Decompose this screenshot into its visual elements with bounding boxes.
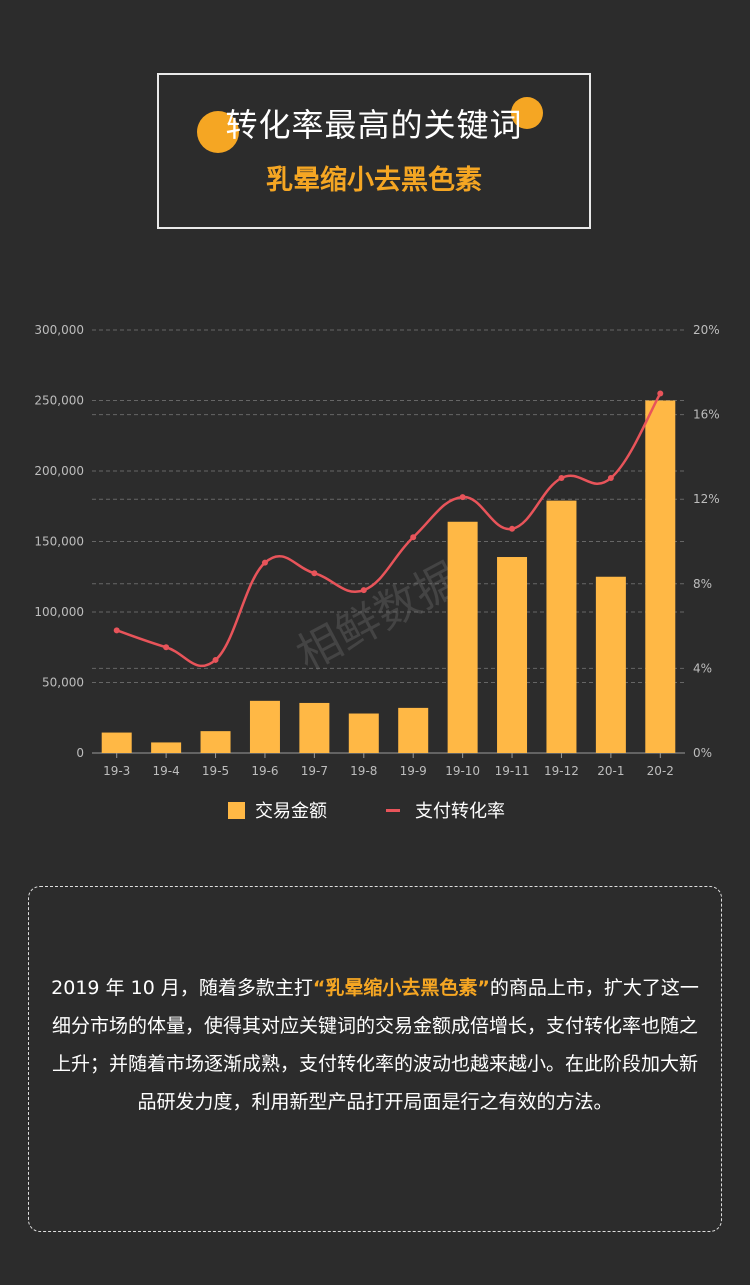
y-right-tick-label: 12% <box>693 492 720 506</box>
legend-swatch-line <box>386 808 400 812</box>
x-tick-label: 19-12 <box>544 764 579 778</box>
y-left-tick-label: 300,000 <box>34 323 84 337</box>
y-right-tick-label: 20% <box>693 323 720 337</box>
y-right-tick-label: 16% <box>693 408 720 422</box>
bar <box>398 707 429 753</box>
rate-point <box>261 559 268 566</box>
description-box: 2019 年 10 月，随着多款主打“乳晕缩小去黑色素”的商品上市，扩大了这一细… <box>28 886 722 1232</box>
chart-legend: 交易金额 支付转化率 <box>0 795 750 825</box>
combo-chart: 相鲜数据050,000100,000150,000200,000250,0003… <box>34 323 720 778</box>
description-text: 2019 年 10 月，随着多款主打“乳晕缩小去黑色素”的商品上市，扩大了这一细… <box>51 969 699 1121</box>
bar <box>151 742 182 753</box>
y-left-tick-label: 0 <box>76 746 84 760</box>
legend-swatch-bar <box>228 801 245 819</box>
x-tick-label: 19-10 <box>445 764 480 778</box>
x-tick-label: 19-3 <box>103 764 130 778</box>
legend-item-amount[interactable]: 交易金额 <box>228 795 327 825</box>
rate-point <box>558 475 565 482</box>
description-after: 的商品上市，扩大了这一细分市场的体量，使得其对应关键词的交易金额成倍增长，支付转… <box>51 977 699 1113</box>
rate-point <box>163 644 170 651</box>
legend-item-rate[interactable]: 支付转化率 <box>386 795 505 825</box>
rate-point <box>459 494 466 501</box>
x-tick-label: 20-1 <box>597 764 624 778</box>
y-right-tick-label: 0% <box>693 746 712 760</box>
rate-point <box>113 627 120 634</box>
y-right-tick-label: 4% <box>693 661 712 675</box>
page-title: 转化率最高的关键词 <box>225 106 523 144</box>
x-tick-label: 19-6 <box>251 764 278 778</box>
y-left-tick-label: 100,000 <box>34 605 84 619</box>
y-left-tick-label: 250,000 <box>34 394 84 408</box>
bar <box>249 700 280 753</box>
description-before: 2019 年 10 月，随着多款主打 <box>51 977 313 999</box>
decorative-dot-left <box>197 111 239 153</box>
bar <box>348 713 379 753</box>
keyword-title: 乳晕缩小去黑色素 <box>266 165 482 196</box>
bar <box>299 702 330 753</box>
title-box: 转化率最高的关键词 乳晕缩小去黑色素 <box>157 73 591 229</box>
y-left-tick-label: 200,000 <box>34 464 84 478</box>
bar <box>595 576 626 753</box>
x-tick-label: 19-7 <box>301 764 328 778</box>
rate-point <box>212 656 219 663</box>
bar <box>645 400 676 753</box>
x-tick-label: 19-11 <box>495 764 530 778</box>
x-tick-label: 19-9 <box>400 764 427 778</box>
bar <box>200 731 231 753</box>
rate-point <box>607 475 614 482</box>
x-tick-label: 19-5 <box>202 764 229 778</box>
y-right-tick-label: 8% <box>693 577 712 591</box>
bar <box>101 732 132 753</box>
bar <box>546 500 577 753</box>
bar <box>497 557 528 753</box>
decorative-dot-right <box>511 97 543 129</box>
x-tick-label: 20-2 <box>647 764 674 778</box>
rate-point <box>657 390 664 397</box>
rate-point <box>509 525 516 532</box>
x-tick-label: 19-4 <box>153 764 180 778</box>
legend-label-amount: 交易金额 <box>255 801 327 822</box>
bar <box>447 521 478 753</box>
description-highlight: “乳晕缩小去黑色素” <box>312 977 490 999</box>
rate-point <box>360 587 367 594</box>
rate-point <box>311 570 318 577</box>
legend-label-rate: 支付转化率 <box>415 801 505 822</box>
rate-point <box>410 534 417 541</box>
y-left-tick-label: 150,000 <box>34 535 84 549</box>
y-left-tick-label: 50,000 <box>42 676 84 690</box>
x-tick-label: 19-8 <box>350 764 377 778</box>
